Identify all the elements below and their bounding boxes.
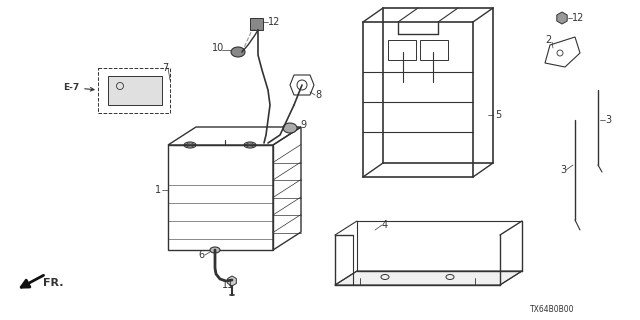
Text: 10: 10	[212, 43, 224, 53]
Text: 12: 12	[572, 13, 584, 23]
Polygon shape	[108, 76, 162, 105]
Text: 3: 3	[605, 115, 611, 125]
Polygon shape	[335, 271, 522, 285]
Ellipse shape	[231, 47, 245, 57]
Ellipse shape	[210, 247, 220, 253]
Ellipse shape	[186, 143, 194, 147]
Text: TX64B0B00: TX64B0B00	[530, 306, 575, 315]
Text: 8: 8	[315, 90, 321, 100]
Text: 2: 2	[545, 35, 551, 45]
Text: 3: 3	[560, 165, 566, 175]
Text: 1: 1	[155, 185, 161, 195]
Text: 6: 6	[198, 250, 204, 260]
Text: E-7: E-7	[63, 83, 94, 92]
Text: 4: 4	[382, 220, 388, 230]
Text: 7: 7	[162, 63, 168, 73]
Ellipse shape	[283, 123, 297, 133]
Polygon shape	[250, 18, 263, 30]
Text: 5: 5	[495, 110, 501, 120]
Ellipse shape	[246, 143, 254, 147]
Text: FR.: FR.	[43, 278, 63, 288]
Text: 12: 12	[268, 17, 280, 27]
Text: 9: 9	[300, 120, 306, 130]
Text: 11: 11	[222, 280, 234, 290]
